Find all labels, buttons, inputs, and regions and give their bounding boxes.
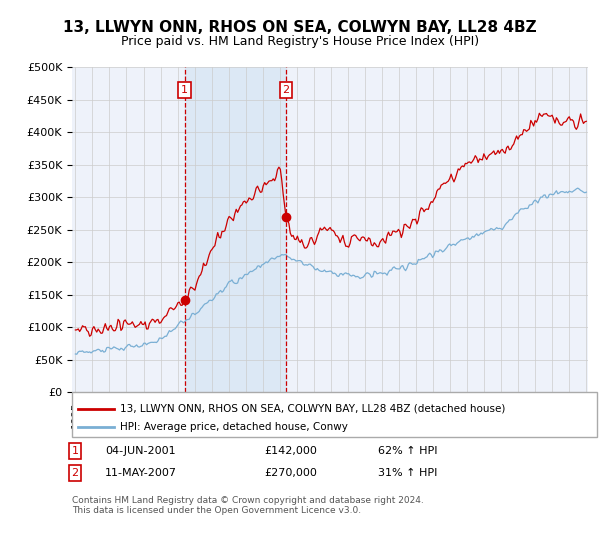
Text: £142,000: £142,000: [264, 446, 317, 456]
Text: £270,000: £270,000: [264, 468, 317, 478]
Text: 1: 1: [181, 85, 188, 95]
Text: 11-MAY-2007: 11-MAY-2007: [105, 468, 177, 478]
Text: 62% ↑ HPI: 62% ↑ HPI: [378, 446, 437, 456]
Text: 2: 2: [283, 85, 289, 95]
Text: 31% ↑ HPI: 31% ↑ HPI: [378, 468, 437, 478]
Text: HPI: Average price, detached house, Conwy: HPI: Average price, detached house, Conw…: [120, 422, 348, 432]
Text: 04-JUN-2001: 04-JUN-2001: [105, 446, 176, 456]
Text: 13, LLWYN ONN, RHOS ON SEA, COLWYN BAY, LL28 4BZ: 13, LLWYN ONN, RHOS ON SEA, COLWYN BAY, …: [63, 20, 537, 35]
Text: Price paid vs. HM Land Registry's House Price Index (HPI): Price paid vs. HM Land Registry's House …: [121, 35, 479, 48]
Text: 2: 2: [71, 468, 79, 478]
Text: 13, LLWYN ONN, RHOS ON SEA, COLWYN BAY, LL28 4BZ (detached house): 13, LLWYN ONN, RHOS ON SEA, COLWYN BAY, …: [120, 404, 505, 414]
Text: Contains HM Land Registry data © Crown copyright and database right 2024.
This d: Contains HM Land Registry data © Crown c…: [72, 496, 424, 515]
Bar: [185, 67, 286, 392]
Text: 1: 1: [71, 446, 79, 456]
